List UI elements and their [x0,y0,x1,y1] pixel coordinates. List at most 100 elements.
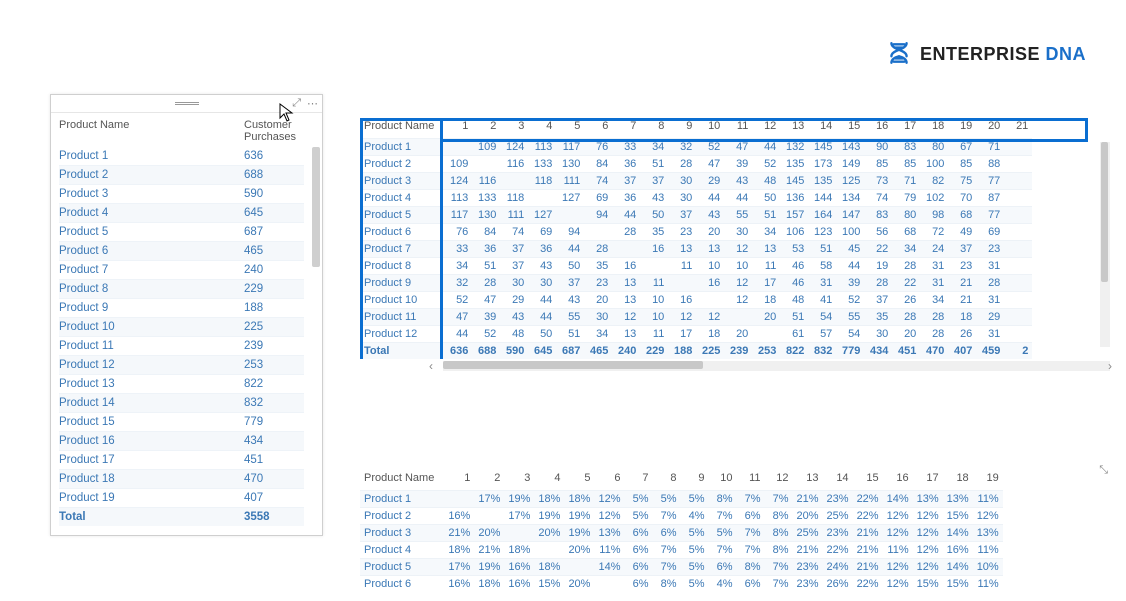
table-row[interactable]: Product 616%18%16%15%20%6%8%5%4%6%7%23%2… [360,576,1003,593]
column-header[interactable]: 16 [883,470,913,491]
column-header[interactable]: 7 [625,470,653,491]
table-row[interactable]: Product 67684746994283523203034106123100… [360,224,1032,241]
table-row[interactable]: Product 17451 [59,450,304,469]
scroll-thumb[interactable] [443,361,703,369]
table-row[interactable]: Product 12253 [59,355,304,374]
table-row[interactable]: Product 19407 [59,488,304,507]
scroll-thumb[interactable] [1101,142,1108,282]
table-row[interactable]: Product 21091161331308436512847395213517… [360,156,1032,173]
table-row[interactable]: Product 11091241131177633343252474413214… [360,139,1032,156]
table-row[interactable]: Product 8229 [59,279,304,298]
col-customer-purchases[interactable]: Customer Purchases [244,119,314,143]
column-header[interactable]: 8 [653,470,681,491]
column-header[interactable]: 4 [528,118,556,139]
table-row[interactable]: Product 3590 [59,184,304,203]
scroll-thumb[interactable] [312,147,320,267]
column-header[interactable]: 5 [556,118,584,139]
row-header-label[interactable]: Product Name [360,470,444,491]
table-row[interactable]: Product 321%20%20%19%13%6%6%5%5%7%8%25%2… [360,525,1003,542]
table-row[interactable]: Product 41131331181276936433044445013614… [360,190,1032,207]
column-header[interactable]: 20 [976,118,1004,139]
column-header[interactable]: 15 [853,470,883,491]
column-header[interactable]: 18 [920,118,948,139]
column-header[interactable]: 11 [724,118,752,139]
cell: 25% [823,508,853,525]
table-row[interactable]: Product 83451374350351611101011465844192… [360,258,1032,275]
table-row[interactable]: Product 73336373644281613131213535145223… [360,241,1032,258]
matrix-percent-table[interactable]: Product Name1234567891011121314151617181… [360,470,1003,592]
table-row[interactable]: Product 12445248505134131117182061575430… [360,326,1032,343]
column-header[interactable]: 16 [864,118,892,139]
focus-mode-icon[interactable]: ⤢ [292,97,301,110]
table-row[interactable]: Product 18470 [59,469,304,488]
column-header[interactable]: 2 [472,118,500,139]
row-header-label[interactable]: Product Name [360,118,444,139]
left-table-visual[interactable]: ⤢ ⋯ Product Name Customer Purchases Prod… [50,94,323,536]
table-row[interactable]: Product 9188 [59,298,304,317]
table-row[interactable]: Product 15779 [59,412,304,431]
left-table-body[interactable]: Product 1636Product 2688Product 3590Prod… [51,147,322,535]
matrix-counts-table[interactable]: Product Name1234567891011121314151617181… [360,118,1032,359]
column-header[interactable]: 8 [640,118,668,139]
table-row[interactable]: Product 418%21%18%20%11%6%7%5%7%7%8%21%2… [360,542,1003,559]
column-header[interactable]: 17 [913,470,943,491]
horizontal-scrollbar[interactable]: ‹ › [443,361,1110,371]
column-header[interactable]: 6 [594,470,624,491]
column-header[interactable]: 19 [948,118,976,139]
column-header[interactable]: 3 [504,470,534,491]
cell: 111 [500,207,528,224]
visual-drag-handle[interactable]: ⤢ ⋯ [51,95,322,113]
column-header[interactable]: 18 [943,470,973,491]
column-header[interactable]: 21 [1004,118,1032,139]
column-header[interactable]: 19 [973,470,1003,491]
table-row[interactable]: Product 14832 [59,393,304,412]
table-row[interactable]: Product 10225 [59,317,304,336]
column-header[interactable]: 14 [823,470,853,491]
column-header[interactable]: 11 [737,470,765,491]
column-header[interactable]: 10 [696,118,724,139]
column-header[interactable]: 12 [752,118,780,139]
chevron-right-icon[interactable]: › [1108,359,1112,373]
table-row[interactable]: Product 1636 [59,147,304,165]
table-row[interactable]: Product 6465 [59,241,304,260]
column-header[interactable]: 1 [444,470,474,491]
table-row[interactable]: Product 11239 [59,336,304,355]
matrix-counts-visual[interactable]: Product Name1234567891011121314151617181… [360,118,1110,371]
vertical-scrollbar[interactable] [310,147,320,535]
column-header[interactable]: 10 [709,470,737,491]
table-row[interactable]: Product 5687 [59,222,304,241]
table-row[interactable]: Product 4645 [59,203,304,222]
column-header[interactable]: 6 [584,118,612,139]
table-row[interactable]: Product 51171301111279444503743555115716… [360,207,1032,224]
column-header[interactable]: 3 [500,118,528,139]
table-row[interactable]: Product 517%19%16%18%14%6%7%5%6%8%7%23%2… [360,559,1003,576]
table-row[interactable]: Product 13822 [59,374,304,393]
chevron-left-icon[interactable]: ‹ [429,359,433,373]
table-row[interactable]: Product 11473943445530121012122051545535… [360,309,1032,326]
column-header[interactable]: 5 [564,470,594,491]
column-header[interactable]: 17 [892,118,920,139]
column-header[interactable]: 15 [836,118,864,139]
column-header[interactable]: 14 [808,118,836,139]
column-header[interactable]: 13 [793,470,823,491]
column-header[interactable]: 4 [534,470,564,491]
table-row[interactable]: Product 31241161181117437373029434814513… [360,173,1032,190]
column-header[interactable]: 13 [780,118,808,139]
more-options-icon[interactable]: ⋯ [307,97,318,110]
matrix-percent-visual[interactable]: ⤡ Product Name12345678910111213141516171… [360,470,1110,592]
table-row[interactable]: Product 93228303037231311161217463139282… [360,275,1032,292]
table-row[interactable]: Product 10524729444320131016121848415237… [360,292,1032,309]
table-row[interactable]: Product 7240 [59,260,304,279]
column-header[interactable]: 1 [444,118,472,139]
vertical-scrollbar[interactable] [1100,142,1110,347]
column-header[interactable]: 12 [765,470,793,491]
table-row[interactable]: Product 16434 [59,431,304,450]
table-row[interactable]: Product 2688 [59,165,304,184]
column-header[interactable]: 7 [612,118,640,139]
column-header[interactable]: 9 [681,470,709,491]
column-header[interactable]: 9 [668,118,696,139]
table-row[interactable]: Product 117%19%18%18%12%5%5%5%8%7%7%21%2… [360,491,1003,508]
col-product-name[interactable]: Product Name [59,119,244,143]
column-header[interactable]: 2 [474,470,504,491]
table-row[interactable]: Product 216%17%19%19%12%5%7%4%7%6%8%20%2… [360,508,1003,525]
